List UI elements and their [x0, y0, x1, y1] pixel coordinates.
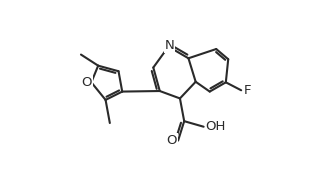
Text: N: N [165, 39, 174, 52]
Text: O: O [81, 76, 92, 89]
Text: F: F [244, 84, 251, 97]
Text: O: O [167, 134, 177, 147]
Text: OH: OH [205, 120, 226, 133]
